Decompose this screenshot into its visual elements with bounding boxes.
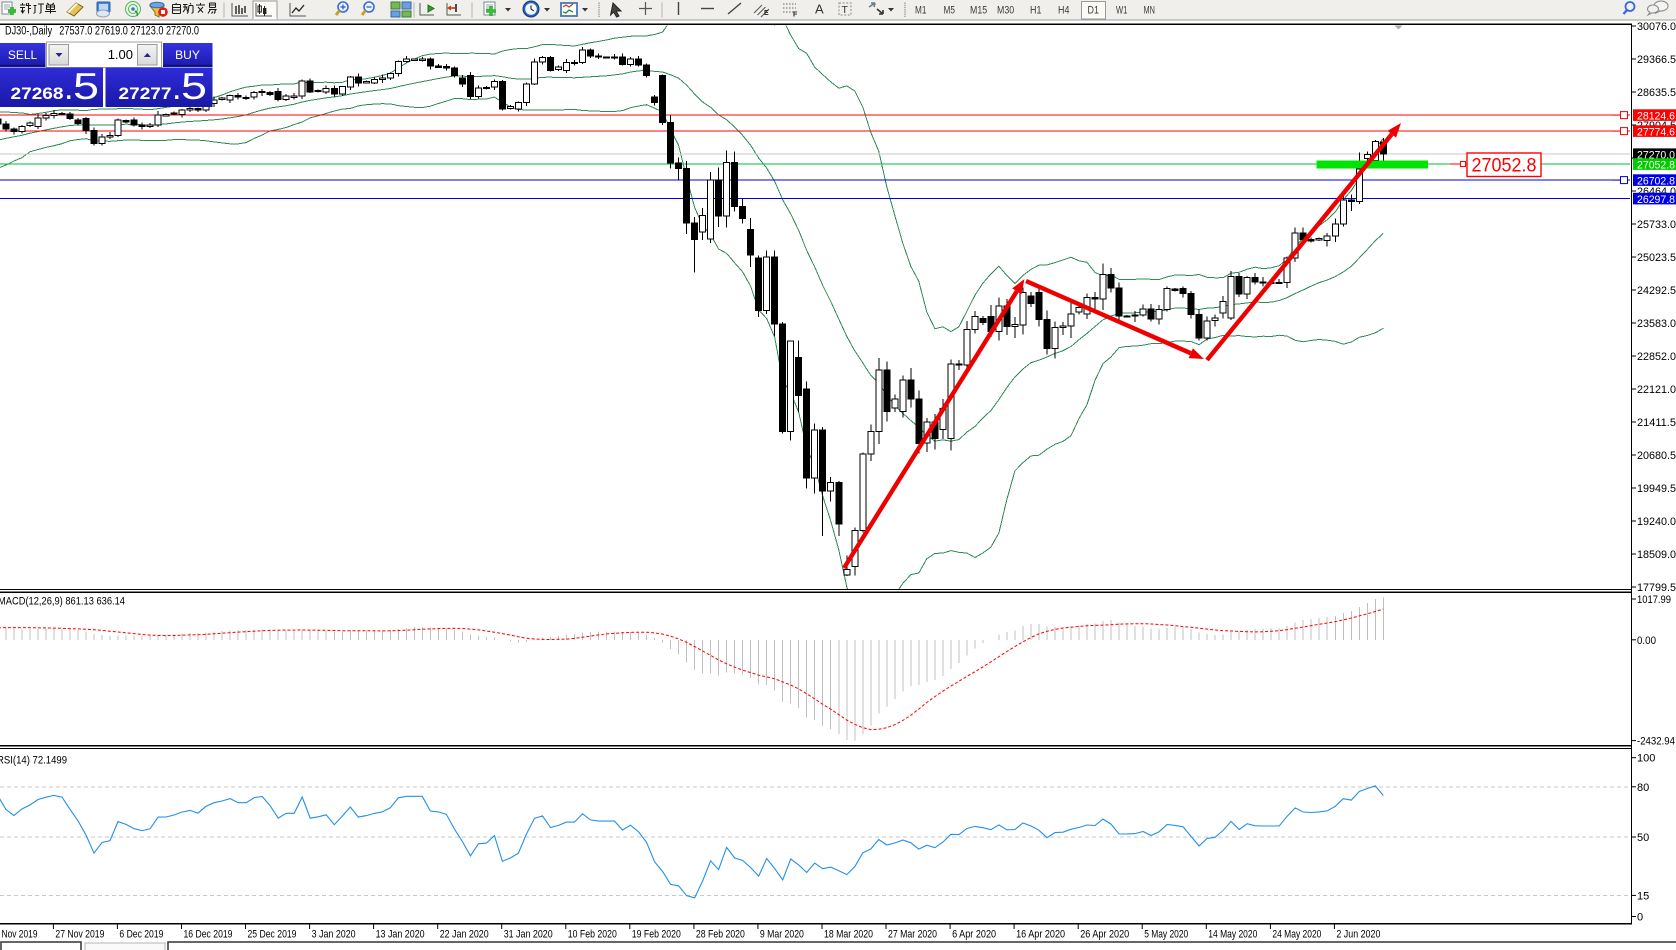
svg-text:SELL: SELL xyxy=(8,48,38,62)
svg-text:80: 80 xyxy=(1637,782,1649,794)
svg-text:M15: M15 xyxy=(970,5,987,17)
svg-text:31 Jan 2020: 31 Jan 2020 xyxy=(504,929,553,941)
svg-text:6 Dec 2019: 6 Dec 2019 xyxy=(119,929,163,941)
svg-text:15: 15 xyxy=(1637,890,1649,902)
svg-text:28 Feb 2020: 28 Feb 2020 xyxy=(696,929,745,941)
svg-text:22121.0: 22121.0 xyxy=(1637,384,1676,396)
svg-text:D1: D1 xyxy=(1088,5,1099,17)
svg-text:30076.0: 30076.0 xyxy=(1637,21,1676,33)
svg-text:27052.8: 27052.8 xyxy=(1472,155,1537,177)
svg-text:18 Mar 2020: 18 Mar 2020 xyxy=(824,929,873,941)
svg-text:19240.0: 19240.0 xyxy=(1637,516,1676,528)
svg-text:23583.0: 23583.0 xyxy=(1637,318,1676,330)
svg-text:14 May 2020: 14 May 2020 xyxy=(1208,929,1257,941)
svg-text:-2432.94: -2432.94 xyxy=(1637,736,1675,748)
svg-text:M30: M30 xyxy=(997,5,1014,17)
svg-text:5: 5 xyxy=(181,66,207,107)
svg-text:26297.8: 26297.8 xyxy=(1637,194,1675,206)
svg-text:1017.99: 1017.99 xyxy=(1637,594,1671,606)
svg-text:16 Dec 2019: 16 Dec 2019 xyxy=(184,929,233,941)
svg-text:A: A xyxy=(815,2,824,17)
svg-text:26702.8: 26702.8 xyxy=(1637,175,1675,187)
svg-text:27268: 27268 xyxy=(11,84,64,103)
svg-text:E: E xyxy=(764,10,769,17)
svg-text:18509.0: 18509.0 xyxy=(1637,549,1676,561)
svg-text:25 Dec 2019: 25 Dec 2019 xyxy=(248,929,297,941)
svg-text:MN: MN xyxy=(1144,5,1155,17)
svg-text:19949.5: 19949.5 xyxy=(1637,483,1676,495)
svg-text:27 Nov 2019: 27 Nov 2019 xyxy=(55,929,104,941)
svg-text:17799.5: 17799.5 xyxy=(1637,582,1676,594)
svg-text:22 Jan 2020: 22 Jan 2020 xyxy=(440,929,489,941)
svg-text:22852.0: 22852.0 xyxy=(1637,351,1676,363)
svg-text:28635.5: 28635.5 xyxy=(1637,87,1676,99)
svg-text:27277: 27277 xyxy=(119,84,172,103)
svg-text:F: F xyxy=(793,12,798,19)
svg-text:H4: H4 xyxy=(1058,5,1069,17)
svg-text:M1: M1 xyxy=(915,5,926,17)
svg-text:10 Feb 2020: 10 Feb 2020 xyxy=(568,929,617,941)
svg-text:16 Apr 2020: 16 Apr 2020 xyxy=(1016,929,1065,941)
svg-text:13 Jan 2020: 13 Jan 2020 xyxy=(376,929,425,941)
svg-text:W1: W1 xyxy=(1116,5,1127,17)
svg-text:BUY: BUY xyxy=(175,48,200,62)
svg-text:1.00: 1.00 xyxy=(108,47,133,62)
svg-text:27 Mar 2020: 27 Mar 2020 xyxy=(888,929,937,941)
svg-text:19 Feb 2020: 19 Feb 2020 xyxy=(632,929,681,941)
svg-text:MACD(12,26,9) 861.13 636.14: MACD(12,26,9) 861.13 636.14 xyxy=(0,596,125,608)
svg-text:25023.5: 25023.5 xyxy=(1637,252,1676,264)
svg-text:29366.5: 29366.5 xyxy=(1637,54,1676,66)
svg-text:100: 100 xyxy=(1637,753,1655,765)
svg-text:.: . xyxy=(172,69,181,107)
svg-text:M5: M5 xyxy=(944,5,955,17)
svg-text:20680.5: 20680.5 xyxy=(1637,450,1676,462)
svg-text:26 Apr 2020: 26 Apr 2020 xyxy=(1080,929,1129,941)
svg-text:50: 50 xyxy=(1637,832,1649,844)
svg-text:0.00: 0.00 xyxy=(1637,635,1656,647)
svg-text:3 Jan 2020: 3 Jan 2020 xyxy=(312,929,356,941)
svg-text:9 Mar 2020: 9 Mar 2020 xyxy=(760,929,804,941)
svg-text:.: . xyxy=(64,69,73,107)
svg-text:21411.5: 21411.5 xyxy=(1637,417,1676,429)
svg-text:RSI(14) 72.1499: RSI(14) 72.1499 xyxy=(0,755,67,767)
svg-text:0: 0 xyxy=(1637,912,1643,924)
svg-text:5: 5 xyxy=(73,66,99,107)
svg-text:25733.0: 25733.0 xyxy=(1637,219,1676,231)
svg-text:24292.5: 24292.5 xyxy=(1637,285,1676,297)
svg-text:H1: H1 xyxy=(1030,5,1041,17)
svg-text:24 May 2020: 24 May 2020 xyxy=(1272,929,1321,941)
svg-text:27052.8: 27052.8 xyxy=(1637,159,1675,171)
svg-text:5 May 2020: 5 May 2020 xyxy=(1144,929,1188,941)
svg-text:28124.6: 28124.6 xyxy=(1637,110,1675,122)
svg-text:Nov 2019: Nov 2019 xyxy=(2,929,38,941)
svg-text:2 Jun 2020: 2 Jun 2020 xyxy=(1336,929,1380,941)
svg-text:DJ30-,Daily 27537.0 27619.0 2: DJ30-,Daily 27537.0 27619.0 27123.0 2727… xyxy=(5,26,199,38)
svg-text:6 Apr 2020: 6 Apr 2020 xyxy=(952,929,996,941)
svg-text:T: T xyxy=(842,4,849,16)
svg-text:27774.6: 27774.6 xyxy=(1637,126,1675,138)
